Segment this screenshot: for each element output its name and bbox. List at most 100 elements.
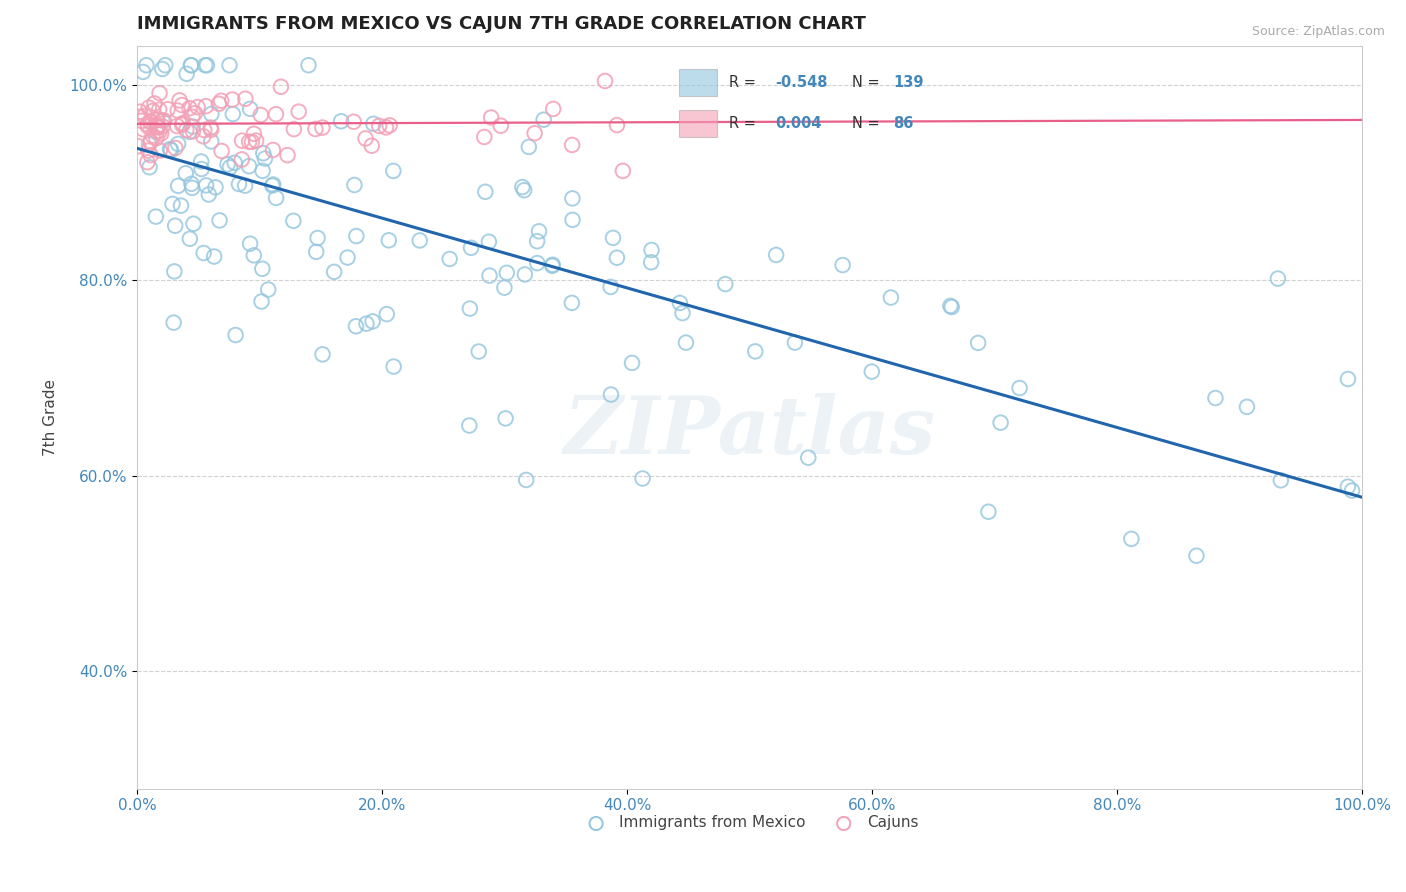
Point xyxy=(193,129,215,144)
Point xyxy=(162,316,184,330)
Point xyxy=(307,231,329,245)
Point xyxy=(231,134,253,148)
Point xyxy=(170,98,193,112)
Point xyxy=(378,119,401,133)
Point xyxy=(180,177,202,191)
Point xyxy=(224,155,246,169)
Point xyxy=(204,180,226,194)
Point xyxy=(228,177,250,191)
Point xyxy=(368,119,391,133)
Point xyxy=(330,114,353,128)
Point xyxy=(458,301,481,316)
Point xyxy=(184,106,207,120)
Point xyxy=(606,251,628,265)
Point xyxy=(180,58,202,72)
Point xyxy=(142,103,165,118)
Point xyxy=(166,103,188,118)
Point xyxy=(169,94,191,108)
Point xyxy=(150,62,173,76)
Point xyxy=(238,135,260,149)
Point xyxy=(148,125,170,139)
Point xyxy=(541,259,564,273)
Point xyxy=(179,125,201,139)
Point xyxy=(138,161,160,175)
Point xyxy=(148,86,170,100)
Point xyxy=(990,416,1012,430)
Point xyxy=(149,144,172,158)
Point xyxy=(1185,549,1208,563)
Point xyxy=(172,118,194,132)
Point xyxy=(354,131,377,145)
Point xyxy=(131,114,153,128)
Point xyxy=(132,65,155,79)
Point xyxy=(197,187,219,202)
Point xyxy=(1204,391,1226,405)
Point xyxy=(714,277,737,292)
Point xyxy=(478,235,501,249)
Legend: Immigrants from Mexico, Cajuns: Immigrants from Mexico, Cajuns xyxy=(575,809,924,837)
Point xyxy=(361,314,384,328)
Point xyxy=(240,135,263,149)
Point xyxy=(495,411,517,425)
Point xyxy=(264,191,287,205)
Point xyxy=(202,250,225,264)
Point xyxy=(1236,400,1258,414)
Point xyxy=(172,116,194,130)
Text: IMMIGRANTS FROM MEXICO VS CAJUN 7TH GRADE CORRELATION CHART: IMMIGRANTS FROM MEXICO VS CAJUN 7TH GRAD… xyxy=(136,15,866,33)
Point xyxy=(139,115,162,129)
Point xyxy=(249,108,271,122)
Point xyxy=(526,234,548,248)
Text: ZIPatlas: ZIPatlas xyxy=(564,393,935,471)
Point xyxy=(311,347,333,361)
Point xyxy=(671,306,693,320)
Point xyxy=(602,231,624,245)
Point xyxy=(243,127,266,141)
Point xyxy=(195,58,218,72)
Point xyxy=(382,164,405,178)
Point xyxy=(561,212,583,227)
Point xyxy=(231,153,253,167)
Point xyxy=(245,134,267,148)
Point xyxy=(138,101,160,115)
Point xyxy=(513,268,536,282)
Point xyxy=(343,178,366,192)
Point xyxy=(344,229,367,244)
Point xyxy=(211,144,233,158)
Point xyxy=(967,335,990,350)
Point xyxy=(190,154,212,169)
Point xyxy=(166,119,188,133)
Point xyxy=(489,119,512,133)
Point xyxy=(138,137,160,152)
Point xyxy=(1270,473,1292,487)
Point xyxy=(599,280,621,294)
Point xyxy=(195,178,218,193)
Point xyxy=(252,164,274,178)
Point xyxy=(252,261,274,276)
Point xyxy=(523,126,546,140)
Point xyxy=(132,122,155,136)
Point xyxy=(238,159,260,173)
Point xyxy=(474,185,496,199)
Point xyxy=(631,471,654,485)
Point xyxy=(208,96,231,111)
Point xyxy=(129,104,152,119)
Point xyxy=(146,120,169,135)
Point xyxy=(478,268,501,283)
Point xyxy=(200,107,222,121)
Point xyxy=(128,110,150,124)
Point xyxy=(250,294,273,309)
Point xyxy=(561,137,583,152)
Point xyxy=(180,58,202,72)
Point xyxy=(239,236,262,251)
Point xyxy=(181,120,204,134)
Point xyxy=(217,157,239,171)
Point xyxy=(145,124,167,138)
Point xyxy=(139,148,162,162)
Point xyxy=(253,152,276,166)
Point xyxy=(181,181,204,195)
Point xyxy=(439,252,461,266)
Point xyxy=(167,136,190,151)
Point xyxy=(297,58,319,72)
Point xyxy=(145,120,167,135)
Point xyxy=(146,119,169,133)
